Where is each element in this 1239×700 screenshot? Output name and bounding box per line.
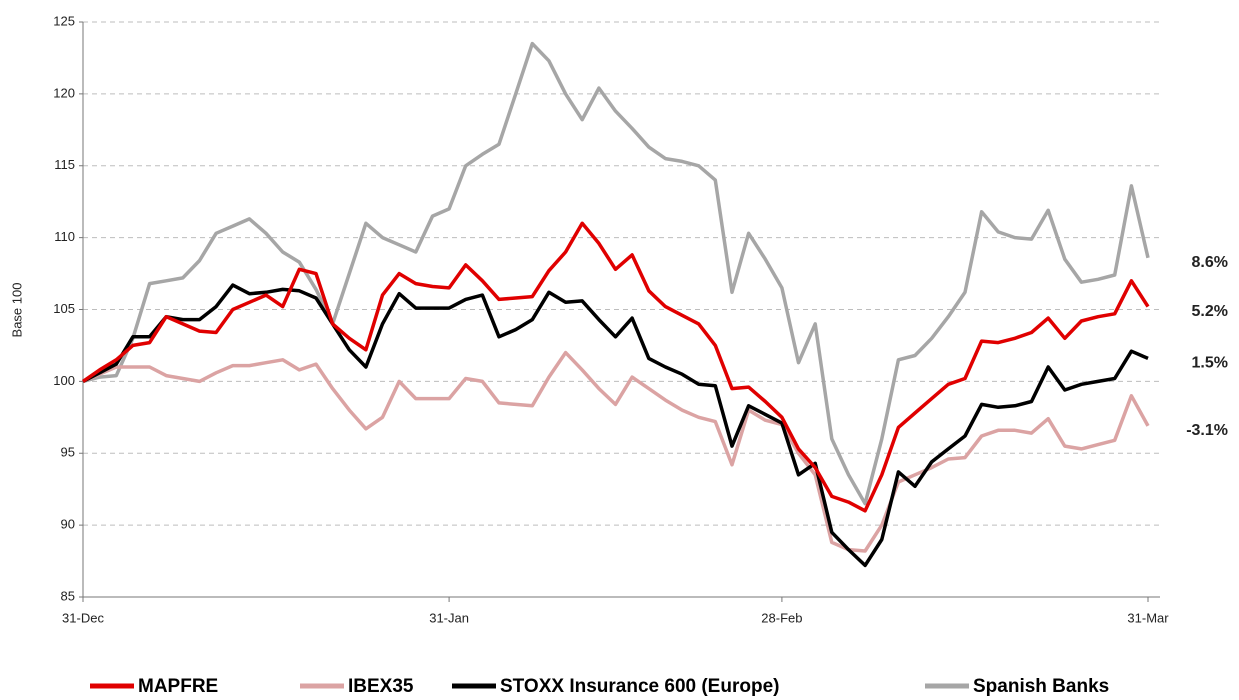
series-line [82,41,1150,506]
end-label: 1.5% [1192,355,1228,372]
y-tick-label: 95 [61,445,75,460]
y-axis-label: Base 100 [9,283,24,338]
end-label: 8.6% [1192,254,1228,271]
y-tick-label: 120 [53,85,75,100]
y-tick-label: 110 [54,229,75,244]
end-label: 5.2% [1192,303,1228,320]
legend-label: Spanish Banks [973,676,1109,697]
legend-label: MAPFRE [138,676,218,697]
x-tick-label: 31-Mar [1127,610,1169,625]
x-tick-label: 31-Dec [62,610,104,625]
y-tick-label: 125 [53,13,75,28]
series-line [82,350,1150,553]
y-tick-label: 115 [54,157,75,172]
y-tick-label: 85 [61,588,75,603]
y-tick-label: 90 [61,517,75,532]
x-tick-label: 28-Feb [761,610,802,625]
series-line [82,283,1149,568]
y-tick-label: 105 [53,301,75,316]
legend-label: STOXX Insurance 600 (Europe) [500,676,779,697]
legend-label: IBEX35 [348,676,414,697]
y-tick-label: 100 [53,373,75,388]
x-tick-label: 31-Jan [429,610,469,625]
end-label: -3.1% [1186,422,1228,439]
series-line [82,221,1150,513]
